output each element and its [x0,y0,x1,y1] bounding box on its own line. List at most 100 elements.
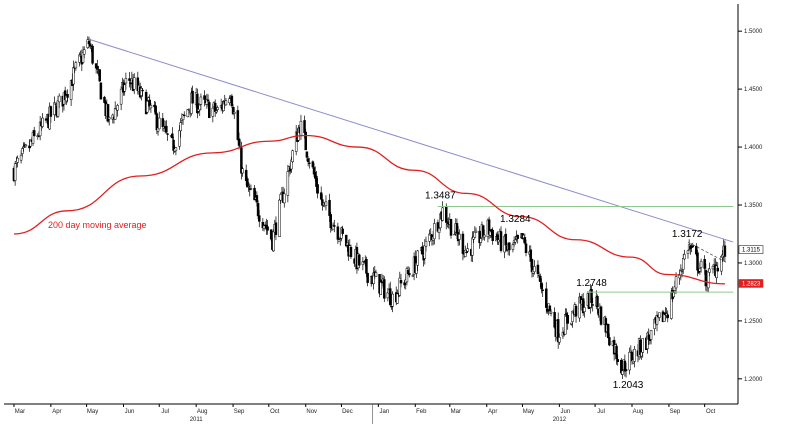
candle-body [166,133,169,135]
overlays-group [13,38,734,293]
candle-body [699,260,703,268]
channel-dashed-line [687,241,728,264]
candle-body [483,234,486,238]
candle-body [208,102,211,119]
candle-body [641,338,644,353]
candle-body [379,281,382,295]
candle-body [674,276,678,289]
candle-body [583,307,586,312]
candle-body [211,107,215,117]
candle-body [119,88,123,105]
candle-body [32,130,36,136]
candle-body [262,225,266,230]
candle-body [615,345,618,360]
candle-body [16,157,19,163]
x-tick-label: Aug [633,409,644,415]
x-tick-label: Sep [234,409,245,415]
candle-body [311,161,315,168]
candle-body [72,67,75,85]
candle-body [54,103,57,105]
candle-body [88,43,92,47]
candle-body [444,206,448,223]
candle-body [241,168,244,174]
candle-body [141,89,144,92]
price-tag-label: 1.2823 [742,281,761,287]
candle-body [455,223,459,234]
candle-body [703,259,706,269]
candle-body [237,138,241,146]
candle-body [272,231,275,252]
candle-body [633,348,636,362]
candle-body [433,223,436,240]
candle-body [366,272,369,283]
x-tick-label: Feb [416,409,427,415]
candle-body [423,245,427,259]
candle-body [91,45,94,64]
candle-body [123,84,126,92]
y-tick-label: 1.3000 [744,261,763,267]
candle-body [628,351,631,371]
candle-body [305,151,309,158]
candle-body [49,106,53,117]
candle-body [549,311,553,314]
price-annotation: 1.2748 [576,278,607,289]
candle-body [224,100,228,106]
x-tick-label: Jan [380,409,390,415]
candle-body [228,98,231,104]
y-tick-label: 1.4500 [744,87,763,93]
candle-body [624,369,628,372]
candle-body [13,163,17,181]
x-tick-label: Nov [306,409,317,415]
candle-body [236,110,240,141]
candle-body [449,219,453,236]
candle-body [171,133,174,139]
x-tick-label: Jun [125,409,135,415]
candle-body [461,233,465,254]
candle-body [333,225,336,227]
candle-body [247,185,250,188]
candle-body [596,296,599,308]
ma-price-tag [738,279,764,288]
candle-body [571,310,574,322]
x-tick-label: Mar [451,409,461,415]
candle-body [233,111,236,114]
candle-body [53,102,56,115]
candle-body [339,238,342,240]
candle-body [349,246,353,257]
candle-body [215,110,218,113]
candle-body [24,144,28,147]
candle-body [57,95,61,103]
candle-body [408,272,411,276]
price-tag-label: 1.3115 [742,248,761,254]
downtrend-line [88,38,734,243]
x-year-label: 2011 [190,417,204,423]
candle-body [19,154,23,161]
candle-body [124,78,128,84]
candle-body [291,150,294,162]
moving-average-line [13,134,725,285]
candle-body [411,275,415,277]
y-tick-label: 1.5000 [744,29,763,35]
candle-body [536,264,540,275]
candle-body [278,199,281,238]
candle-body [279,194,282,201]
x-year-label: 2012 [553,417,567,423]
candle-body [672,292,675,298]
candle-body [474,230,478,233]
y-tick-label: 1.2500 [744,319,763,325]
price-annotation: 1.3172 [672,229,703,240]
candle-body [421,246,424,255]
candle-body [396,293,399,304]
candle-body [98,69,101,82]
candle-body [96,65,99,70]
candle-body [299,120,303,136]
candle-body [558,337,561,343]
candle-body [706,271,710,289]
candle-body [683,254,686,260]
candle-body [157,117,161,130]
candle-body [258,215,261,222]
candle-body [266,226,269,231]
candle-body [186,109,190,118]
